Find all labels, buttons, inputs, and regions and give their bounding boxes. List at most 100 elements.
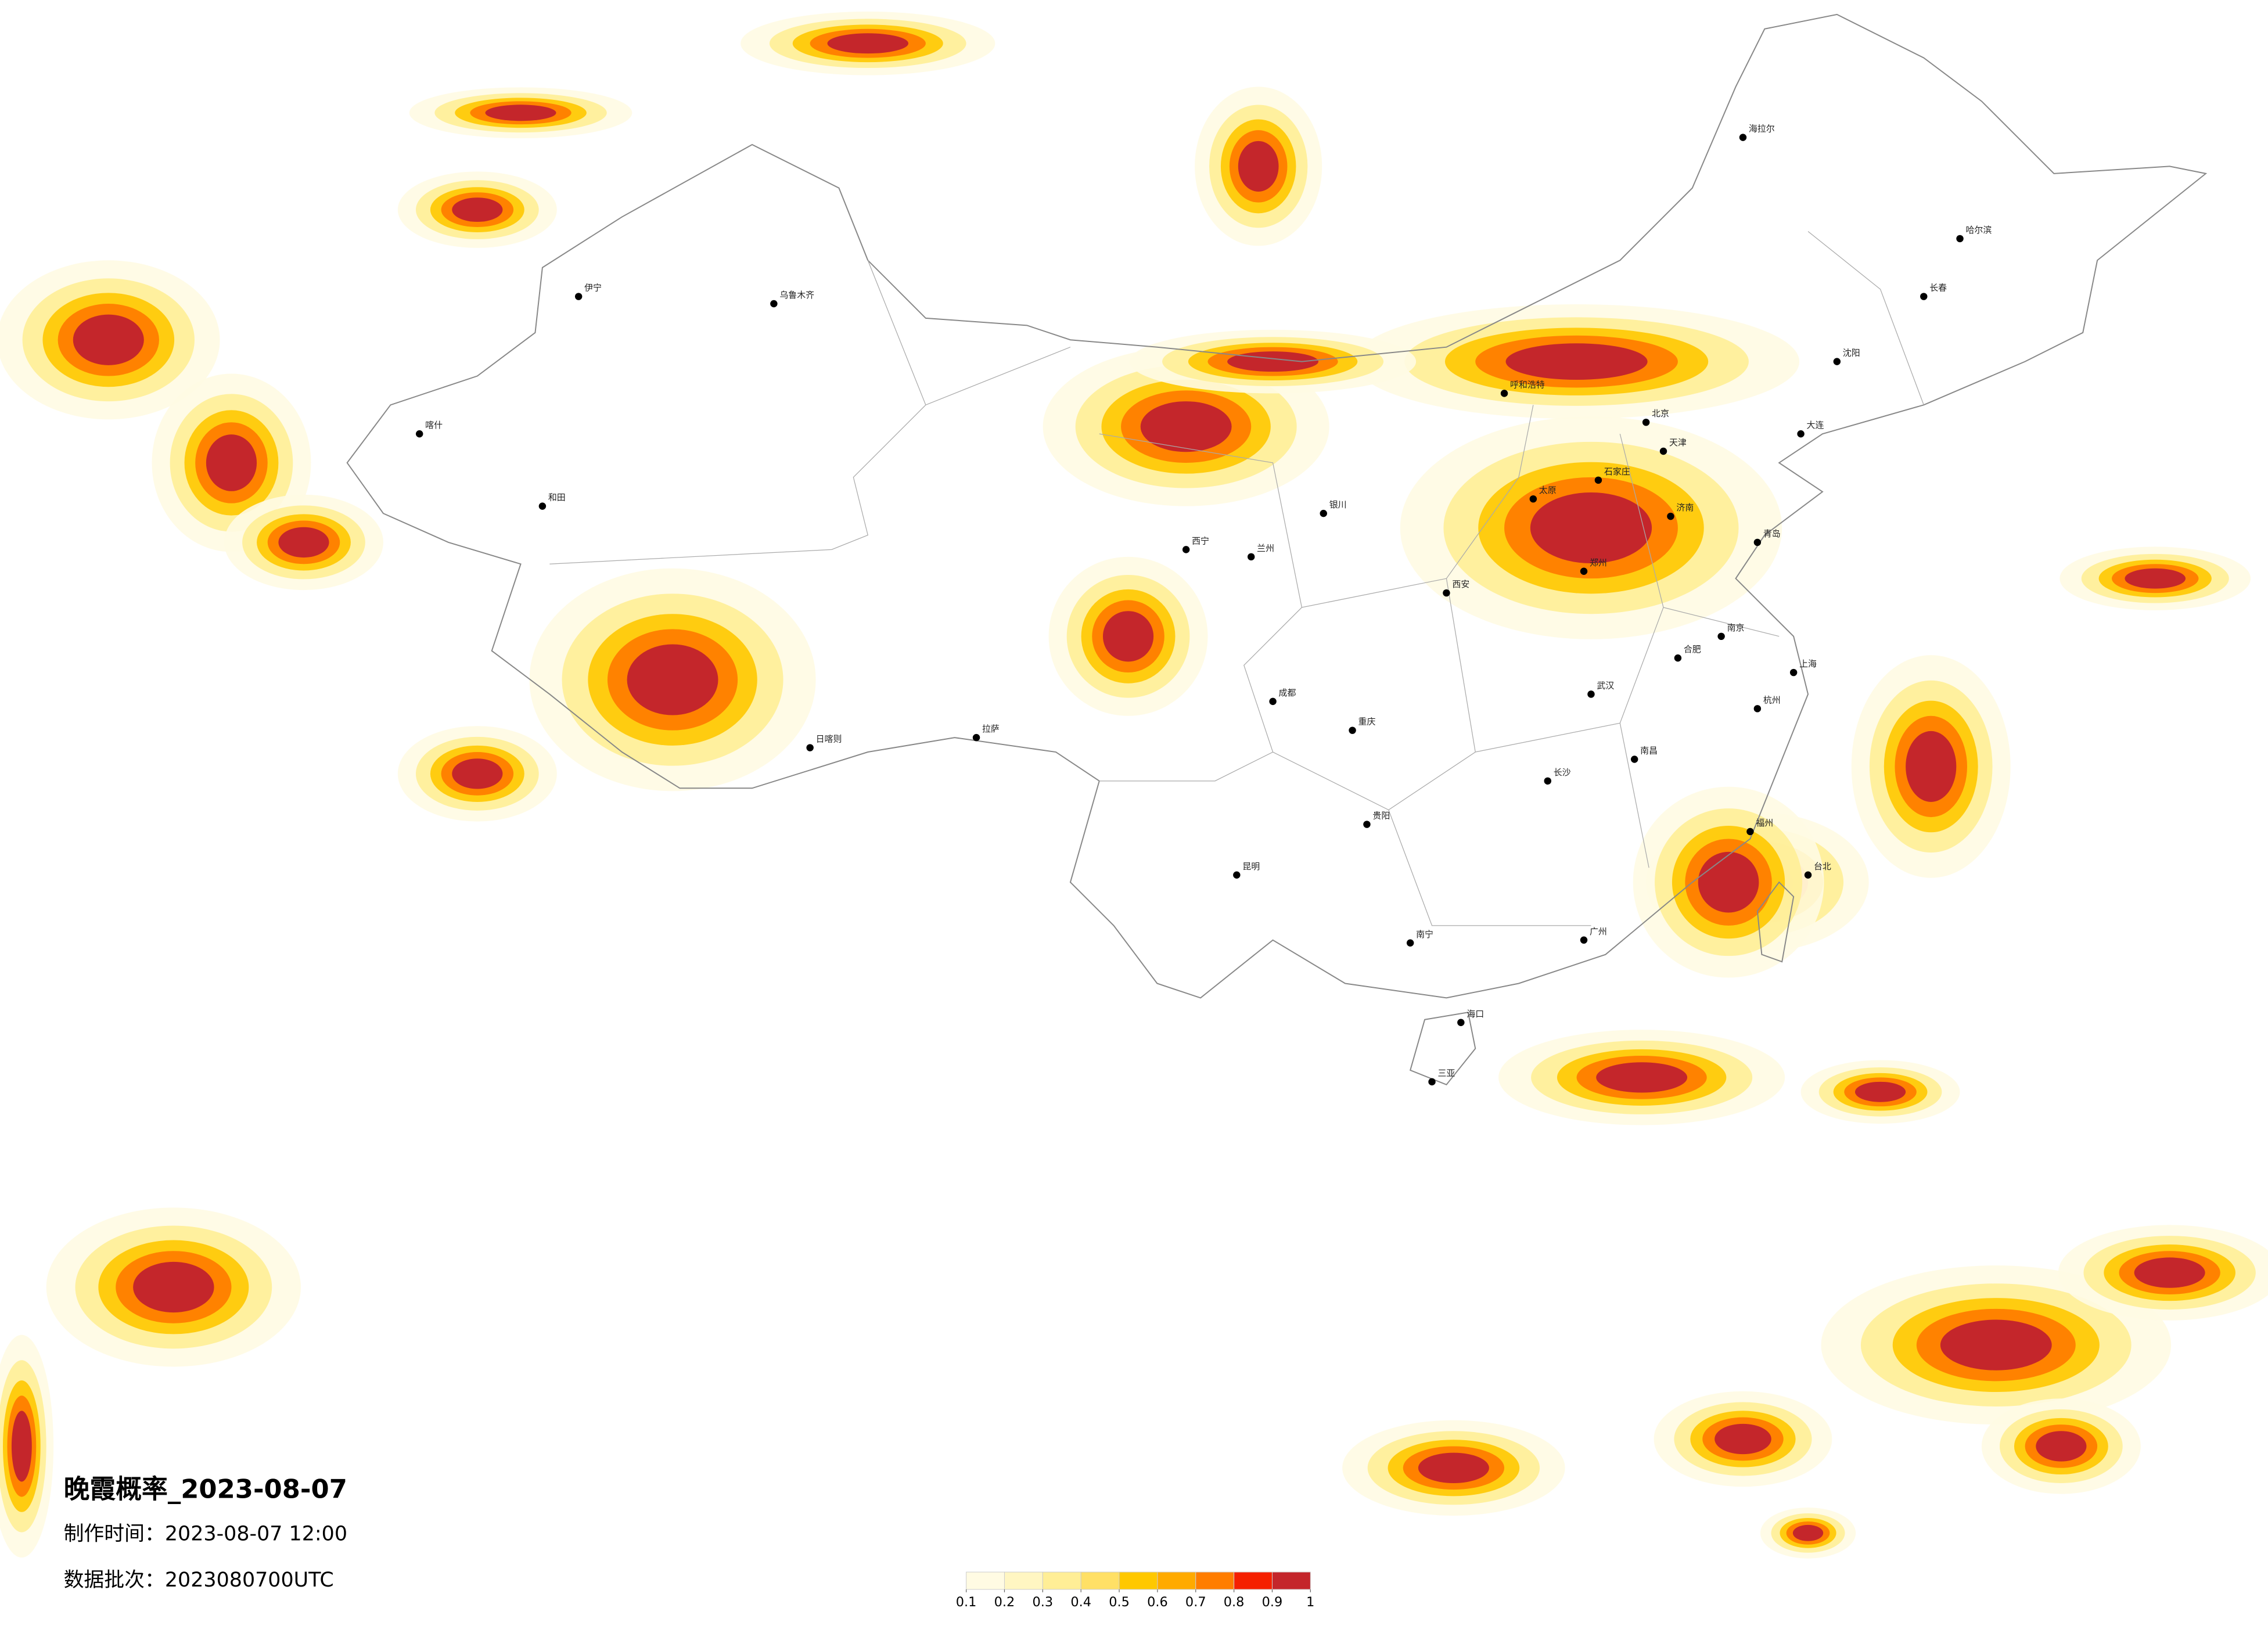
city-dot <box>1457 1019 1465 1026</box>
city-dot <box>1746 828 1754 836</box>
city-dot <box>1833 358 1841 365</box>
colorbar-tick-label: 1 <box>1306 1595 1314 1610</box>
city-label: 太原 <box>1539 485 1557 495</box>
probability-patch <box>1140 401 1232 452</box>
colorbar-tick-label: 0.2 <box>994 1595 1015 1610</box>
city-label: 海口 <box>1467 1009 1484 1019</box>
probability-patch <box>2134 1257 2205 1288</box>
city-dot <box>1956 235 1964 243</box>
colorbar: 0.1 0.2 0.3 0.4 0.5 0.6 0.7 0.8 0.9 1 <box>956 1571 1314 1610</box>
colorbar-box <box>1157 1571 1196 1590</box>
city-label: 石家庄 <box>1604 466 1630 477</box>
city-dot <box>1739 134 1747 141</box>
city-dot <box>1580 567 1588 575</box>
probability-patch <box>133 1261 214 1313</box>
city-label: 三亚 <box>1437 1068 1455 1078</box>
city-dot <box>1182 546 1190 553</box>
colorbar-box <box>1271 1571 1311 1590</box>
city-label: 福州 <box>1756 818 1773 828</box>
colorbar-tick-label: 0.1 <box>956 1595 977 1610</box>
city-dot <box>972 733 980 742</box>
city-dot <box>1587 690 1595 698</box>
city-dot <box>1349 726 1356 734</box>
city-dot <box>1428 1078 1436 1086</box>
colorbar-tick-label: 0.8 <box>1224 1595 1245 1610</box>
colorbar-box <box>1119 1571 1158 1590</box>
city-label: 昆明 <box>1242 861 1260 872</box>
city-dot <box>1667 512 1674 520</box>
city-label: 成都 <box>1279 688 1296 698</box>
city-dot <box>415 430 423 438</box>
city-label: 拉萨 <box>982 724 1000 734</box>
colorbar-box <box>966 1571 1005 1590</box>
probability-patch <box>1505 343 1648 380</box>
data-batch: 数据批次：2023080700UTC <box>64 1569 334 1592</box>
city-dot <box>1269 697 1277 706</box>
colorbar-box <box>1234 1571 1273 1590</box>
china-outline <box>346 13 2208 999</box>
city-dot <box>1247 553 1255 561</box>
city-dot <box>1797 430 1805 438</box>
city-dot <box>1674 654 1682 662</box>
city-label: 天津 <box>1669 437 1687 448</box>
city-dot <box>538 502 547 510</box>
probability-patch <box>1792 1524 1824 1541</box>
city-dot <box>1529 495 1537 503</box>
city-dot <box>1753 538 1762 546</box>
city-dot <box>1406 939 1414 947</box>
city-label: 日喀则 <box>816 734 842 744</box>
hainan <box>1409 1012 1476 1086</box>
colorbar-tick-label: 0.4 <box>1070 1595 1091 1610</box>
probability-patch <box>1906 731 1957 802</box>
city-dot <box>1920 293 1928 300</box>
colorbar-tick-label: 0.6 <box>1147 1595 1168 1610</box>
city-dot <box>1642 418 1650 426</box>
city-dot <box>1500 390 1508 397</box>
probability-patch <box>1238 141 1279 192</box>
probability-patch <box>1854 1081 1906 1102</box>
city-label: 沈阳 <box>1843 348 1860 358</box>
province-lines <box>549 231 1924 926</box>
city-dot <box>1443 589 1450 597</box>
colorbar-box <box>1042 1571 1081 1590</box>
city-label: 西安 <box>1452 579 1469 589</box>
city-label: 海拉尔 <box>1749 124 1775 134</box>
city-dot <box>1580 936 1588 944</box>
probability-patch <box>1715 1423 1771 1455</box>
city-label: 西宁 <box>1192 535 1209 546</box>
city-label: 兰州 <box>1257 543 1274 553</box>
city-label: 银川 <box>1329 499 1347 510</box>
city-dot <box>1753 705 1762 713</box>
probability-patch <box>1530 492 1652 564</box>
city-label: 长沙 <box>1554 767 1571 778</box>
probability-patch <box>2125 568 2186 589</box>
city-dot <box>806 744 814 751</box>
colorbar-box <box>1195 1571 1235 1590</box>
city-label: 南京 <box>1727 623 1745 633</box>
probability-patch <box>278 527 329 558</box>
city-label: 哈尔滨 <box>1965 225 1992 235</box>
city-label: 重庆 <box>1358 717 1376 727</box>
city-label: 郑州 <box>1590 557 1607 568</box>
city-label: 武汉 <box>1597 680 1614 690</box>
colorbar-tick-label: 0.7 <box>1185 1595 1206 1610</box>
borders <box>346 13 2208 1086</box>
city-label: 南昌 <box>1640 746 1658 756</box>
probability-patch <box>1418 1452 1489 1483</box>
probability-patch <box>206 434 257 491</box>
city-dot <box>1717 632 1725 641</box>
city-dot <box>1659 447 1667 455</box>
probability-patch <box>627 644 718 715</box>
colorbar-tick-label: 0.9 <box>1262 1595 1283 1610</box>
probability-patch <box>1698 851 1759 913</box>
city-dot <box>1594 476 1602 484</box>
city-label: 南宁 <box>1416 929 1433 940</box>
probability-patch <box>485 105 556 121</box>
city-label: 贵阳 <box>1372 811 1390 821</box>
city-label: 台北 <box>1814 861 1831 872</box>
colorbar-box <box>1080 1571 1120 1590</box>
city-label: 青岛 <box>1763 528 1781 539</box>
probability-patch <box>2036 1431 2087 1462</box>
